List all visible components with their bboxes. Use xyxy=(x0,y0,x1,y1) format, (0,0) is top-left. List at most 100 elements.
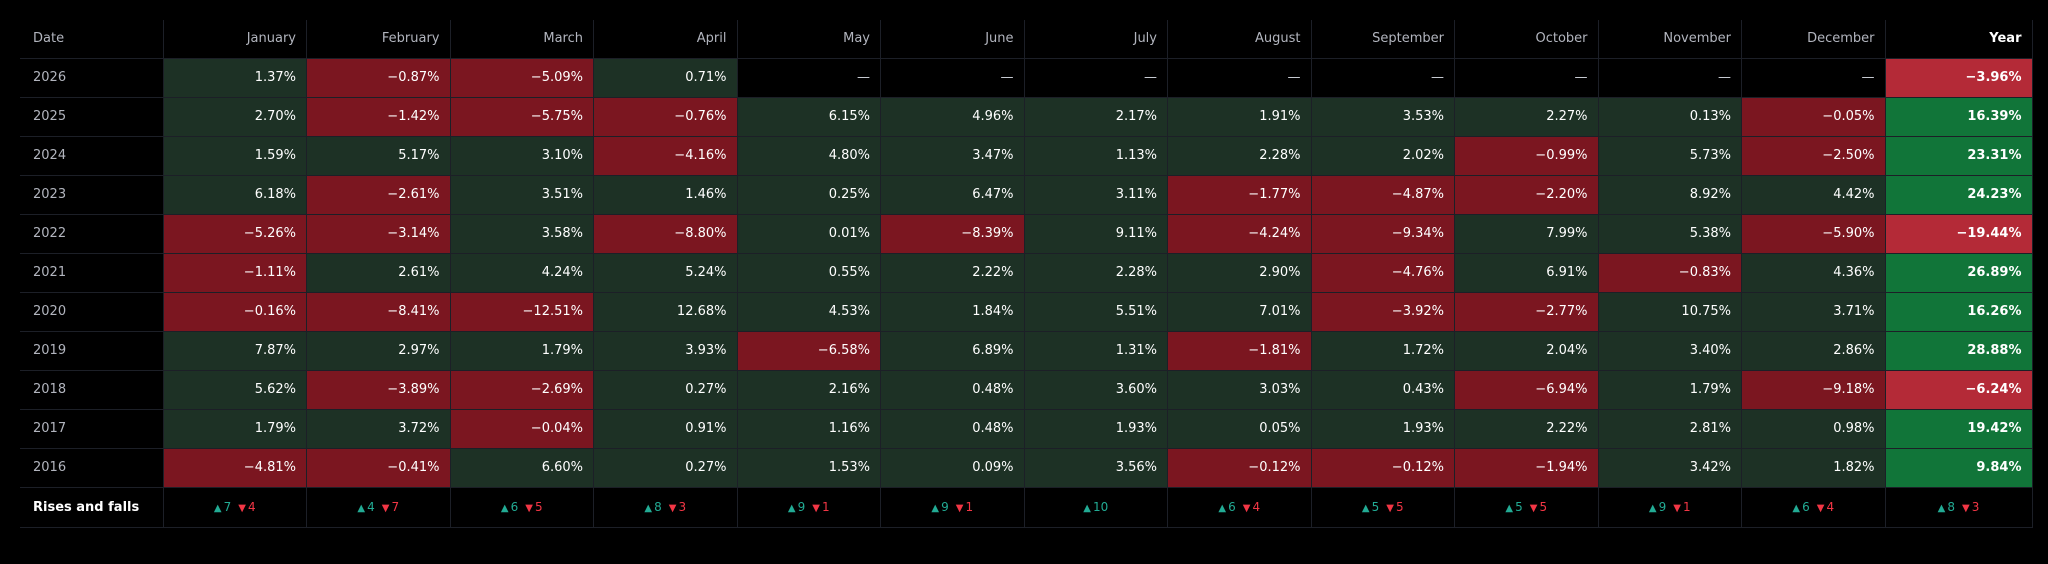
rises-count: ▲ 8 xyxy=(1938,500,1955,514)
column-header-month[interactable]: February xyxy=(306,20,451,59)
rises-value: 8 xyxy=(1947,500,1955,514)
monthly-return-cell: 0.27% xyxy=(593,370,738,410)
monthly-return-cell: −2.50% xyxy=(1741,136,1886,176)
monthly-return-cell: 3.47% xyxy=(880,136,1025,176)
triangle-down-icon: ▼ xyxy=(955,503,964,514)
column-header-month[interactable]: November xyxy=(1598,20,1742,59)
rises-falls-cell: ▲ 6 ▼ 4 xyxy=(1167,487,1312,528)
rises-value: 9 xyxy=(1658,500,1667,514)
monthly-return-cell: −8.39% xyxy=(880,214,1025,254)
table-row: 2024 1.59% 5.17% 3.10% −4.16% 4.80% 3.47% 1.13%… xyxy=(20,136,2033,176)
monthly-return-cell: 6.91% xyxy=(1454,253,1599,293)
monthly-return-cell: 1.37% xyxy=(163,58,307,98)
monthly-return-cell: 1.84% xyxy=(880,292,1025,332)
monthly-return-cell: 0.43% xyxy=(1311,370,1455,410)
monthly-return-cell: −4.24% xyxy=(1167,214,1312,254)
rises-falls-cell: ▲ 7 ▼ 4 xyxy=(163,487,307,528)
column-header-month[interactable]: April xyxy=(593,20,738,59)
monthly-return-cell: 5.51% xyxy=(1024,292,1168,332)
column-header-month[interactable]: August xyxy=(1167,20,1312,59)
column-header-month[interactable]: December xyxy=(1741,20,1886,59)
monthly-return-cell: — xyxy=(1024,58,1168,98)
triangle-up-icon: ▲ xyxy=(213,503,222,514)
triangle-up-icon: ▲ xyxy=(1648,503,1657,514)
rises-falls-cell: ▲ 8 ▼ 3 xyxy=(1885,487,2033,528)
monthly-return-cell: 6.47% xyxy=(880,175,1025,215)
rises-count: ▲ 9 xyxy=(788,500,805,514)
monthly-return-cell: −2.61% xyxy=(306,175,451,215)
column-header-date[interactable]: Date xyxy=(20,20,164,59)
column-header-month[interactable]: July xyxy=(1024,20,1168,59)
monthly-return-cell: 1.79% xyxy=(163,409,307,449)
monthly-return-cell: 0.25% xyxy=(737,175,881,215)
monthly-return-cell: 3.51% xyxy=(450,175,594,215)
falls-count: ▼ 1 xyxy=(956,500,973,514)
monthly-return-cell: 4.36% xyxy=(1741,253,1886,293)
triangle-down-icon: ▼ xyxy=(1242,503,1251,514)
monthly-return-cell: 0.09% xyxy=(880,448,1025,488)
monthly-return-cell: 0.01% xyxy=(737,214,881,254)
row-year-label: 2022 xyxy=(20,214,164,254)
triangle-down-icon: ▼ xyxy=(381,503,390,514)
column-header-month[interactable]: June xyxy=(880,20,1025,59)
falls-value: 7 xyxy=(391,500,400,514)
rises-falls-cell: ▲ 5 ▼ 5 xyxy=(1454,487,1599,528)
triangle-up-icon: ▲ xyxy=(931,503,940,514)
monthly-return-cell: 3.60% xyxy=(1024,370,1168,410)
monthly-return-cell: 1.46% xyxy=(593,175,738,215)
table-row: 2025 2.70% −1.42% −5.75% −0.76% 6.15% 4.96% 2.1… xyxy=(20,97,2033,137)
yearly-return-cell: 26.89% xyxy=(1885,253,2033,293)
monthly-return-cell: 2.28% xyxy=(1167,136,1312,176)
table-row: 2017 1.79% 3.72% −0.04% 0.91% 1.16% 0.48% 1.93%… xyxy=(20,409,2033,449)
monthly-return-cell: −4.76% xyxy=(1311,253,1455,293)
column-header-month[interactable]: September xyxy=(1311,20,1455,59)
monthly-return-cell: 2.02% xyxy=(1311,136,1455,176)
triangle-up-icon: ▲ xyxy=(1792,503,1801,514)
monthly-return-cell: −8.80% xyxy=(593,214,738,254)
monthly-return-cell: 1.53% xyxy=(737,448,881,488)
monthly-return-cell: 6.18% xyxy=(163,175,307,215)
rises-count: ▲ 6 xyxy=(1792,500,1809,514)
falls-value: 3 xyxy=(1971,500,1980,514)
rises-and-falls-row: Rises and falls ▲ 7 ▼ 4 ▲ 4 ▼ 7 ▲ 6 ▼ 5 ▲ 8 ▼ 3 ▲ 9 ▼ 1 ▲ 9 ▼ 1 ▲… xyxy=(20,487,2033,528)
monthly-return-cell: — xyxy=(1167,58,1312,98)
monthly-return-cell: −3.89% xyxy=(306,370,451,410)
falls-value: 4 xyxy=(247,500,256,514)
monthly-return-cell: 1.93% xyxy=(1311,409,1455,449)
falls-count: ▼ 5 xyxy=(1386,500,1403,514)
monthly-return-cell: −0.12% xyxy=(1167,448,1312,488)
row-year-label: 2017 xyxy=(20,409,164,449)
rises-value: 9 xyxy=(941,500,949,514)
monthly-return-cell: 5.62% xyxy=(163,370,307,410)
monthly-return-cell: −6.94% xyxy=(1454,370,1599,410)
falls-value: 1 xyxy=(821,500,830,514)
monthly-return-cell: 0.98% xyxy=(1741,409,1886,449)
monthly-return-cell: 2.04% xyxy=(1454,331,1599,371)
column-header-month[interactable]: March xyxy=(450,20,594,59)
monthly-return-cell: 2.16% xyxy=(737,370,881,410)
rises-falls-cell: ▲ 10 xyxy=(1024,487,1168,528)
monthly-return-cell: 1.72% xyxy=(1311,331,1455,371)
column-header-year[interactable]: Year xyxy=(1885,20,2033,59)
column-header-month[interactable]: May xyxy=(737,20,881,59)
rises-count: ▲ 7 xyxy=(214,500,231,514)
monthly-return-cell: 0.55% xyxy=(737,253,881,293)
column-header-month[interactable]: January xyxy=(163,20,307,59)
monthly-return-cell: 2.61% xyxy=(306,253,451,293)
falls-count: ▼ 5 xyxy=(1530,500,1547,514)
table-row: 2026 1.37% −0.87% −5.09% 0.71% — — — — — — — — −3.96% xyxy=(20,58,2033,98)
monthly-return-cell: 4.96% xyxy=(880,97,1025,137)
monthly-return-cell: −1.11% xyxy=(163,253,307,293)
falls-count: ▼ 4 xyxy=(238,500,255,514)
monthly-return-cell: −0.12% xyxy=(1311,448,1455,488)
rises-count: ▲ 9 xyxy=(931,500,948,514)
triangle-down-icon: ▼ xyxy=(1962,503,1970,514)
falls-value: 5 xyxy=(1395,500,1404,514)
rises-value: 7 xyxy=(223,500,232,514)
column-header-month[interactable]: October xyxy=(1454,20,1599,59)
falls-value: 3 xyxy=(678,500,687,514)
monthly-return-cell: 3.11% xyxy=(1024,175,1168,215)
rises-value: 6 xyxy=(510,500,519,514)
monthly-return-cell: 9.11% xyxy=(1024,214,1168,254)
row-year-label: 2021 xyxy=(20,253,164,293)
